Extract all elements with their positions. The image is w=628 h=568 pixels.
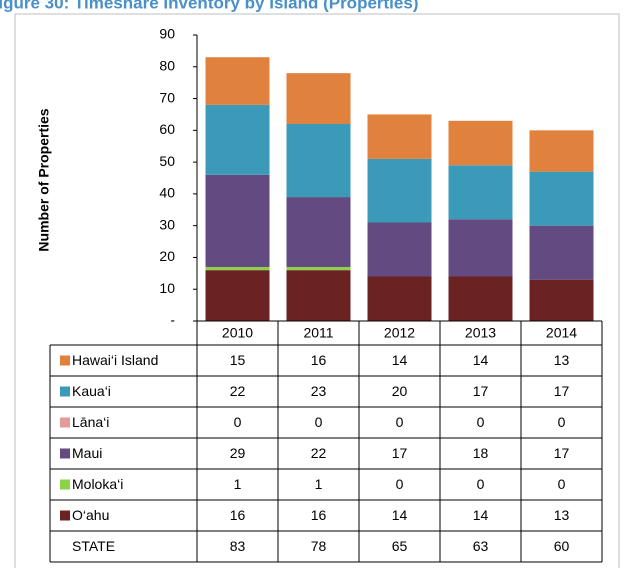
bar-segment xyxy=(448,165,513,220)
y-axis-title: Number of Properties xyxy=(36,108,52,251)
y-tick-label: 70 xyxy=(159,89,175,105)
table-value: 0 xyxy=(315,414,323,430)
table-value: 14 xyxy=(473,352,489,368)
table-value: 1 xyxy=(234,476,242,492)
table-value: 17 xyxy=(392,445,408,461)
table-value: 29 xyxy=(230,445,246,461)
table-value: 0 xyxy=(558,476,566,492)
total-label: STATE xyxy=(72,538,115,554)
legend-label: Maui xyxy=(72,445,102,461)
table-value: 0 xyxy=(234,414,242,430)
bar-segment xyxy=(448,276,513,321)
total-value: 63 xyxy=(473,538,489,554)
table-value: 18 xyxy=(473,445,489,461)
bar-segment xyxy=(448,219,513,277)
x-tick-label: 2013 xyxy=(465,325,496,341)
bar-segment xyxy=(205,57,270,105)
table-value: 13 xyxy=(554,352,570,368)
bar-segment xyxy=(529,279,594,321)
y-tick-label: 10 xyxy=(159,280,175,296)
legend-swatch xyxy=(60,479,70,490)
table-value: 0 xyxy=(558,414,566,430)
table-value: 17 xyxy=(473,383,489,399)
bar-segment xyxy=(286,197,351,267)
bar-segment xyxy=(286,270,351,321)
y-tick-label: 90 xyxy=(159,26,175,42)
table-value: 17 xyxy=(554,383,570,399)
y-tick-label: 50 xyxy=(159,153,175,169)
y-tick-label: 80 xyxy=(159,57,175,73)
total-value: 60 xyxy=(554,538,570,554)
total-value: 83 xyxy=(230,538,246,554)
bar-segment xyxy=(205,270,270,321)
table-value: 0 xyxy=(396,476,404,492)
table-value: 14 xyxy=(392,352,408,368)
table-value: 16 xyxy=(311,507,327,523)
bar-segment xyxy=(367,158,432,223)
bar-segment xyxy=(205,266,270,271)
table-value: 14 xyxy=(392,507,408,523)
y-tick-label: 20 xyxy=(159,248,175,264)
y-tick-label: 40 xyxy=(159,185,175,201)
table-value: 1 xyxy=(315,476,323,492)
bar-segment xyxy=(286,123,351,198)
legend-label: Hawai‘i Island xyxy=(72,352,158,368)
y-tick-label: 60 xyxy=(159,121,175,137)
x-tick-label: 2011 xyxy=(303,325,333,341)
y-tick-label: - xyxy=(170,312,175,328)
total-value: 78 xyxy=(311,538,327,554)
table-value: 17 xyxy=(554,445,570,461)
bar-segment xyxy=(529,171,594,226)
x-tick-label: 2010 xyxy=(222,325,253,341)
legend-label: Lāna‘i xyxy=(72,414,109,430)
bar-segment xyxy=(367,222,432,277)
chart-title: Figure 30: Timeshare Inventory by Island… xyxy=(0,0,418,12)
bar-segment xyxy=(529,225,594,280)
x-tick-label: 2014 xyxy=(546,325,577,341)
y-tick-label: 30 xyxy=(159,216,175,232)
bar-segment xyxy=(367,276,432,321)
total-value: 65 xyxy=(392,538,408,554)
bar-segment xyxy=(205,104,270,175)
legend-swatch xyxy=(60,510,70,521)
bar-segment xyxy=(205,174,270,267)
bar-segment xyxy=(367,114,432,159)
x-tick-label: 2012 xyxy=(384,325,415,341)
table-value: 0 xyxy=(477,476,485,492)
table-value: 16 xyxy=(230,507,246,523)
legend-swatch xyxy=(60,355,70,366)
legend-swatch xyxy=(60,417,70,428)
bar-segment xyxy=(286,266,351,271)
table-value: 16 xyxy=(311,352,327,368)
table-value: 13 xyxy=(554,507,570,523)
table-value: 14 xyxy=(473,507,489,523)
table-value: 0 xyxy=(396,414,404,430)
table-value: 20 xyxy=(392,383,408,399)
table-value: 22 xyxy=(230,383,246,399)
legend-label: O‘ahu xyxy=(72,507,109,523)
table-value: 15 xyxy=(230,352,246,368)
table-value: 0 xyxy=(477,414,485,430)
legend-swatch xyxy=(60,448,70,459)
legend-swatch xyxy=(60,386,70,397)
table-value: 23 xyxy=(311,383,327,399)
legend-label: Kaua‘i xyxy=(72,383,111,399)
table-value: 22 xyxy=(311,445,327,461)
bar-segment xyxy=(286,73,351,124)
bar-segment xyxy=(448,120,513,166)
bar-segment xyxy=(529,130,594,172)
legend-label: Moloka‘i xyxy=(72,476,123,492)
